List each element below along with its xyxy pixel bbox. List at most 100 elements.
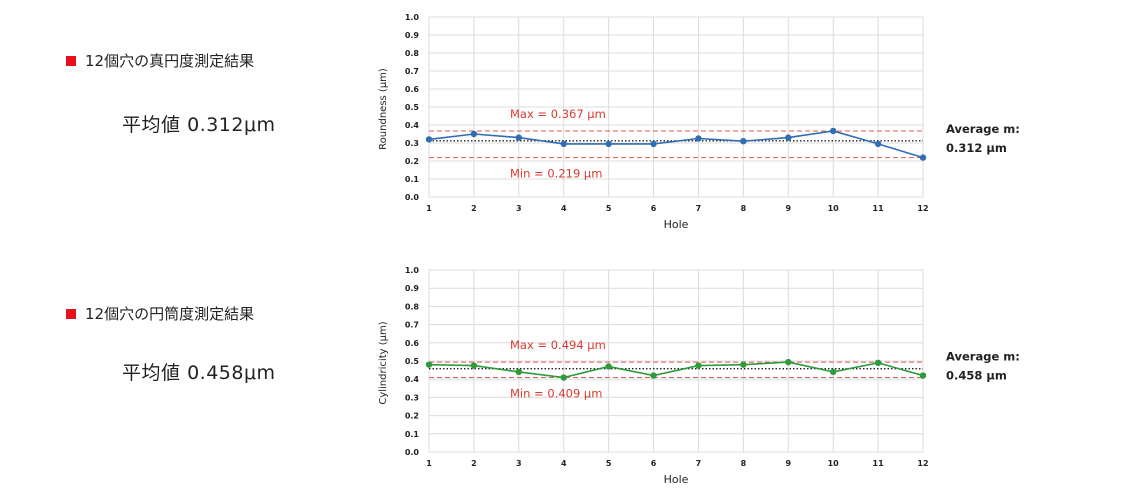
roundness-xtick-label: 11 xyxy=(873,204,885,213)
roundness-data-point xyxy=(919,154,927,161)
roundness-x-axis-title: Hole xyxy=(664,218,689,231)
cylindricity-xtick-label: 11 xyxy=(873,459,885,468)
roundness-data-point xyxy=(515,134,523,141)
roundness-data-point xyxy=(829,127,837,135)
cylindricity-xtick-label: 6 xyxy=(651,459,657,468)
cylindricity-xtick-label: 2 xyxy=(471,459,477,468)
cylindricity-data-point xyxy=(919,372,927,379)
roundness-ytick-label: 0.6 xyxy=(405,85,420,94)
cylindricity-xtick-label: 5 xyxy=(606,459,612,468)
cylindricity-xtick-label: 7 xyxy=(696,459,702,468)
roundness-data-point xyxy=(785,134,792,141)
roundness-ytick-label: 0.0 xyxy=(405,193,420,202)
roundness-data-point xyxy=(695,135,702,142)
cylindricity-ytick-label: 0.7 xyxy=(405,321,419,330)
cylindricity-average-unit: μm xyxy=(243,362,276,384)
roundness-heading: 12個穴の真円度測定結果 xyxy=(66,50,254,71)
roundness-max-label: Max = 0.367 μm xyxy=(510,107,606,121)
roundness-data-point xyxy=(605,140,612,148)
roundness-average-value: 0.312 xyxy=(187,114,244,136)
cylindricity-data-point xyxy=(785,358,792,366)
roundness-ytick-label: 0.5 xyxy=(405,103,420,112)
cylindricity-xtick-label: 4 xyxy=(561,459,567,468)
roundness-data-point xyxy=(740,138,747,145)
cylindricity-data-point xyxy=(874,359,882,367)
roundness-data-point xyxy=(650,140,657,148)
roundness-xtick-label: 5 xyxy=(606,204,612,213)
cylindricity-ytick-label: 1.0 xyxy=(405,266,420,275)
roundness-xtick-label: 6 xyxy=(651,204,657,213)
roundness-y-axis-title: Roundness (μm) xyxy=(378,68,389,150)
cylindricity-xtick-label: 9 xyxy=(785,459,791,468)
roundness-heading-block: 12個穴の真円度測定結果 xyxy=(66,50,254,71)
roundness-xtick-label: 8 xyxy=(741,204,747,213)
cylindricity-average-label: 平均値 xyxy=(122,362,181,384)
cylindricity-ytick-label: 0.2 xyxy=(405,412,419,421)
roundness-xtick-label: 2 xyxy=(471,204,477,213)
cylindricity-average: 平均値 0.458μm xyxy=(122,358,276,385)
cylindricity-xtick-label: 3 xyxy=(516,459,522,468)
cylindricity-data-point xyxy=(605,363,612,370)
roundness-ytick-label: 0.1 xyxy=(405,175,420,184)
cylindricity-ytick-label: 0.3 xyxy=(405,393,419,402)
cylindricity-xtick-label: 12 xyxy=(917,459,928,468)
cylindricity-average-label-line2: 0.458 μm xyxy=(946,369,1007,383)
cylindricity-ytick-label: 0.8 xyxy=(405,302,420,311)
cylindricity-data-point xyxy=(425,361,433,368)
cylindricity-heading-block: 12個穴の円筒度測定結果 xyxy=(66,303,254,324)
cylindricity-ytick-label: 0.9 xyxy=(405,284,420,293)
cylindricity-xtick-label: 8 xyxy=(741,459,747,468)
cylindricity-xtick-label: 1 xyxy=(426,459,432,468)
cylindricity-ytick-label: 0.6 xyxy=(405,339,420,348)
roundness-average-label-line1: Average m: xyxy=(946,122,1020,136)
roundness-min-label: Min = 0.219 μm xyxy=(510,167,602,181)
roundness-heading-text: 12個穴の真円度測定結果 xyxy=(85,52,255,70)
cylindricity-data-point xyxy=(695,362,702,369)
roundness-average-label: 平均値 xyxy=(122,114,181,136)
roundness-average-unit: μm xyxy=(243,114,276,136)
cylindricity-ytick-label: 0.0 xyxy=(405,448,420,457)
roundness-average-label-line2: 0.312 μm xyxy=(946,141,1007,155)
roundness-ytick-label: 1.0 xyxy=(405,13,420,22)
cylindricity-ytick-label: 0.4 xyxy=(405,375,420,384)
cylindricity-data-point xyxy=(470,362,478,369)
red-square-icon xyxy=(66,55,76,66)
roundness-ytick-label: 0.2 xyxy=(405,157,419,166)
roundness-ytick-label: 0.9 xyxy=(405,31,420,40)
roundness-ytick-label: 0.8 xyxy=(405,49,420,58)
cylindricity-ytick-label: 0.1 xyxy=(405,430,420,439)
cylindricity-x-axis-title: Hole xyxy=(664,473,689,486)
roundness-xtick-label: 3 xyxy=(516,204,522,213)
roundness-xtick-label: 4 xyxy=(561,204,567,213)
cylindricity-data-point xyxy=(515,368,523,376)
roundness-xtick-label: 7 xyxy=(696,204,702,213)
roundness-data-point xyxy=(560,140,567,148)
red-square-icon xyxy=(66,308,76,319)
cylindricity-heading: 12個穴の円筒度測定結果 xyxy=(66,303,254,324)
cylindricity-average-value: 0.458 xyxy=(187,362,244,384)
cylindricity-xtick-label: 10 xyxy=(828,459,840,468)
cylindricity-max-label: Max = 0.494 μm xyxy=(510,338,606,352)
roundness-xtick-label: 9 xyxy=(785,204,791,213)
cylindricity-data-point xyxy=(650,372,657,379)
roundness-data-point xyxy=(425,136,433,143)
cylindricity-y-axis-title: Cylindricity (μm) xyxy=(378,321,389,404)
cylindricity-series-line xyxy=(428,361,924,379)
roundness-data-point xyxy=(874,140,882,148)
roundness-ytick-label: 0.7 xyxy=(405,67,419,76)
roundness-average: 平均値 0.312μm xyxy=(122,110,276,137)
roundness-data-point xyxy=(470,130,478,138)
cylindricity-data-point xyxy=(829,368,837,376)
roundness-xtick-label: 1 xyxy=(426,204,432,213)
cylindricity-min-label: Min = 0.409 μm xyxy=(510,387,602,401)
roundness-ytick-label: 0.3 xyxy=(405,139,419,148)
cylindricity-data-point xyxy=(740,361,747,368)
roundness-series-line xyxy=(428,130,924,159)
cylindricity-average-label-line1: Average m: xyxy=(946,350,1020,364)
cylindricity-heading-text: 12個穴の円筒度測定結果 xyxy=(85,305,255,323)
cylindricity-ytick-label: 0.5 xyxy=(405,357,420,366)
cylindricity-data-point xyxy=(560,374,567,381)
roundness-xtick-label: 12 xyxy=(917,204,928,213)
roundness-xtick-label: 10 xyxy=(828,204,840,213)
